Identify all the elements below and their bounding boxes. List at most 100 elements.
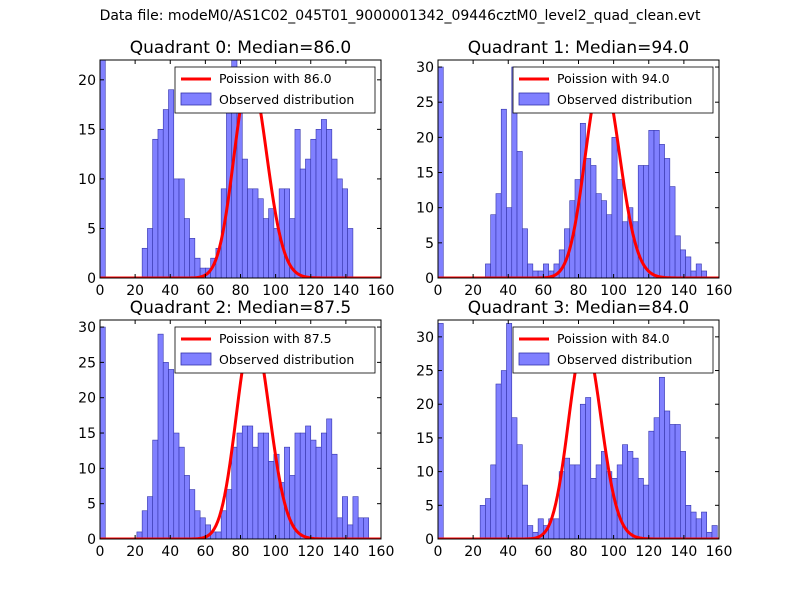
- histogram-bar: [664, 410, 671, 539]
- histogram-bar: [284, 446, 290, 539]
- chart-panel-3: 0 20 40 60 80 100 120 140 160 0 5 10 15 20 25 30 Quadran…: [416, 298, 732, 560]
- histogram-bar: [516, 151, 523, 278]
- y-tick-label: 15: [78, 122, 96, 138]
- histogram-bar: [585, 397, 592, 539]
- histogram-bar: [479, 505, 486, 539]
- histogram-bar: [521, 228, 528, 278]
- x-tick-label: 120: [635, 544, 662, 560]
- histogram-bar: [701, 511, 708, 539]
- histogram-bar: [627, 451, 634, 539]
- x-tick-label: 20: [126, 544, 144, 560]
- histogram-bar: [495, 383, 502, 539]
- histogram-bar: [569, 464, 576, 539]
- histogram-bar: [352, 496, 359, 539]
- legend-bar-swatch: [518, 352, 550, 366]
- histogram-bar: [648, 130, 655, 278]
- x-tick-label: 20: [464, 283, 482, 299]
- x-tick-label: 140: [671, 283, 698, 299]
- histogram-bar: [637, 478, 644, 539]
- histogram-bar: [590, 165, 597, 278]
- x-tick-label: 60: [534, 283, 552, 299]
- x-tick-label: 160: [368, 283, 395, 299]
- histogram-bar: [363, 517, 370, 539]
- histogram-bar: [564, 457, 571, 539]
- histogram-bar: [315, 446, 322, 539]
- histogram-bar: [658, 376, 665, 539]
- histogram-bar: [685, 256, 692, 278]
- histogram-bar: [606, 214, 613, 278]
- histogram-bar: [184, 218, 190, 278]
- chart-title: Quadrant 0: Median=86.0: [130, 38, 352, 58]
- chart-title: Quadrant 3: Median=84.0: [468, 298, 690, 318]
- figure-title: Data file: modeM0/AS1C02_045T01_90000013…: [99, 8, 701, 24]
- plot-area: [438, 323, 719, 539]
- x-tick-label: 140: [671, 544, 698, 560]
- chart-title: Quadrant 1: Median=94.0: [468, 38, 690, 58]
- histogram-bar: [674, 235, 681, 278]
- histogram-bar: [315, 129, 322, 278]
- histogram-bar: [511, 417, 518, 539]
- histogram-bar: [616, 179, 623, 278]
- y-tick-label: 0: [87, 271, 96, 287]
- x-tick-label: 160: [706, 283, 733, 299]
- histogram-bar: [622, 221, 628, 278]
- y-tick-label: 10: [416, 465, 434, 481]
- histogram-bar: [268, 460, 275, 539]
- plot-area: [438, 66, 719, 278]
- histogram-bar: [336, 178, 343, 278]
- x-tick-label: 80: [232, 544, 250, 560]
- legend: Poission with 94.0 Observed distribution: [512, 66, 714, 114]
- histogram-bar: [701, 270, 708, 278]
- histogram-bar: [521, 484, 528, 539]
- legend-bar-swatch: [518, 92, 550, 106]
- histogram-bar: [141, 510, 148, 539]
- histogram-bar: [263, 218, 269, 278]
- histogram-bar: [438, 323, 444, 539]
- histogram-bar: [579, 122, 586, 278]
- y-tick-label: 10: [78, 172, 96, 188]
- legend-bar-swatch: [180, 92, 212, 106]
- x-tick-label: 140: [333, 283, 360, 299]
- x-tick-label: 40: [161, 283, 179, 299]
- legend: Poission with 87.5 Observed distribution: [174, 326, 376, 374]
- x-tick-label: 120: [635, 283, 662, 299]
- histogram-bar: [331, 453, 338, 539]
- histogram-bar: [147, 228, 153, 278]
- x-tick-label: 160: [706, 544, 733, 560]
- y-tick-label: 15: [416, 431, 434, 447]
- histogram-bar: [241, 425, 248, 539]
- y-tick-label: 0: [87, 532, 96, 548]
- chart-panel-1: 0 20 40 60 80 100 120 140 160 0 5 10 15 20 25 30 Quadran…: [416, 38, 732, 299]
- histogram-bar: [152, 439, 159, 539]
- histogram-bar: [680, 249, 686, 278]
- chart-title: Quadrant 2: Median=87.5: [130, 298, 352, 318]
- histogram-bar: [257, 198, 264, 278]
- y-tick-label: 30: [416, 330, 434, 346]
- histogram-bar: [357, 517, 364, 539]
- histogram-bar: [178, 446, 185, 539]
- x-tick-label: 80: [232, 283, 250, 299]
- y-tick-label: 20: [416, 130, 434, 146]
- y-tick-label: 15: [416, 166, 434, 182]
- histogram-bar: [173, 432, 180, 539]
- histogram-bar: [194, 257, 201, 278]
- histogram-bar: [141, 247, 148, 278]
- histogram-bar: [527, 525, 534, 539]
- histogram-bar: [252, 188, 259, 278]
- histogram-bar: [294, 432, 301, 539]
- x-tick-label: 40: [499, 283, 517, 299]
- histogram-bar: [632, 457, 639, 539]
- histogram-bar: [231, 446, 238, 539]
- histogram-bar: [506, 207, 513, 278]
- histogram-bar: [168, 89, 175, 278]
- histogram-bar: [178, 178, 185, 278]
- histogram-bar: [236, 432, 243, 539]
- histogram-bar: [320, 119, 327, 278]
- histogram-bar: [601, 200, 607, 278]
- x-tick-label: 0: [434, 283, 443, 299]
- x-tick-label: 40: [161, 544, 179, 560]
- legend-label-observed: Observed distribution: [219, 352, 354, 367]
- histogram-bar: [574, 464, 581, 539]
- histogram-bar: [643, 484, 650, 539]
- histogram-bar: [585, 158, 592, 278]
